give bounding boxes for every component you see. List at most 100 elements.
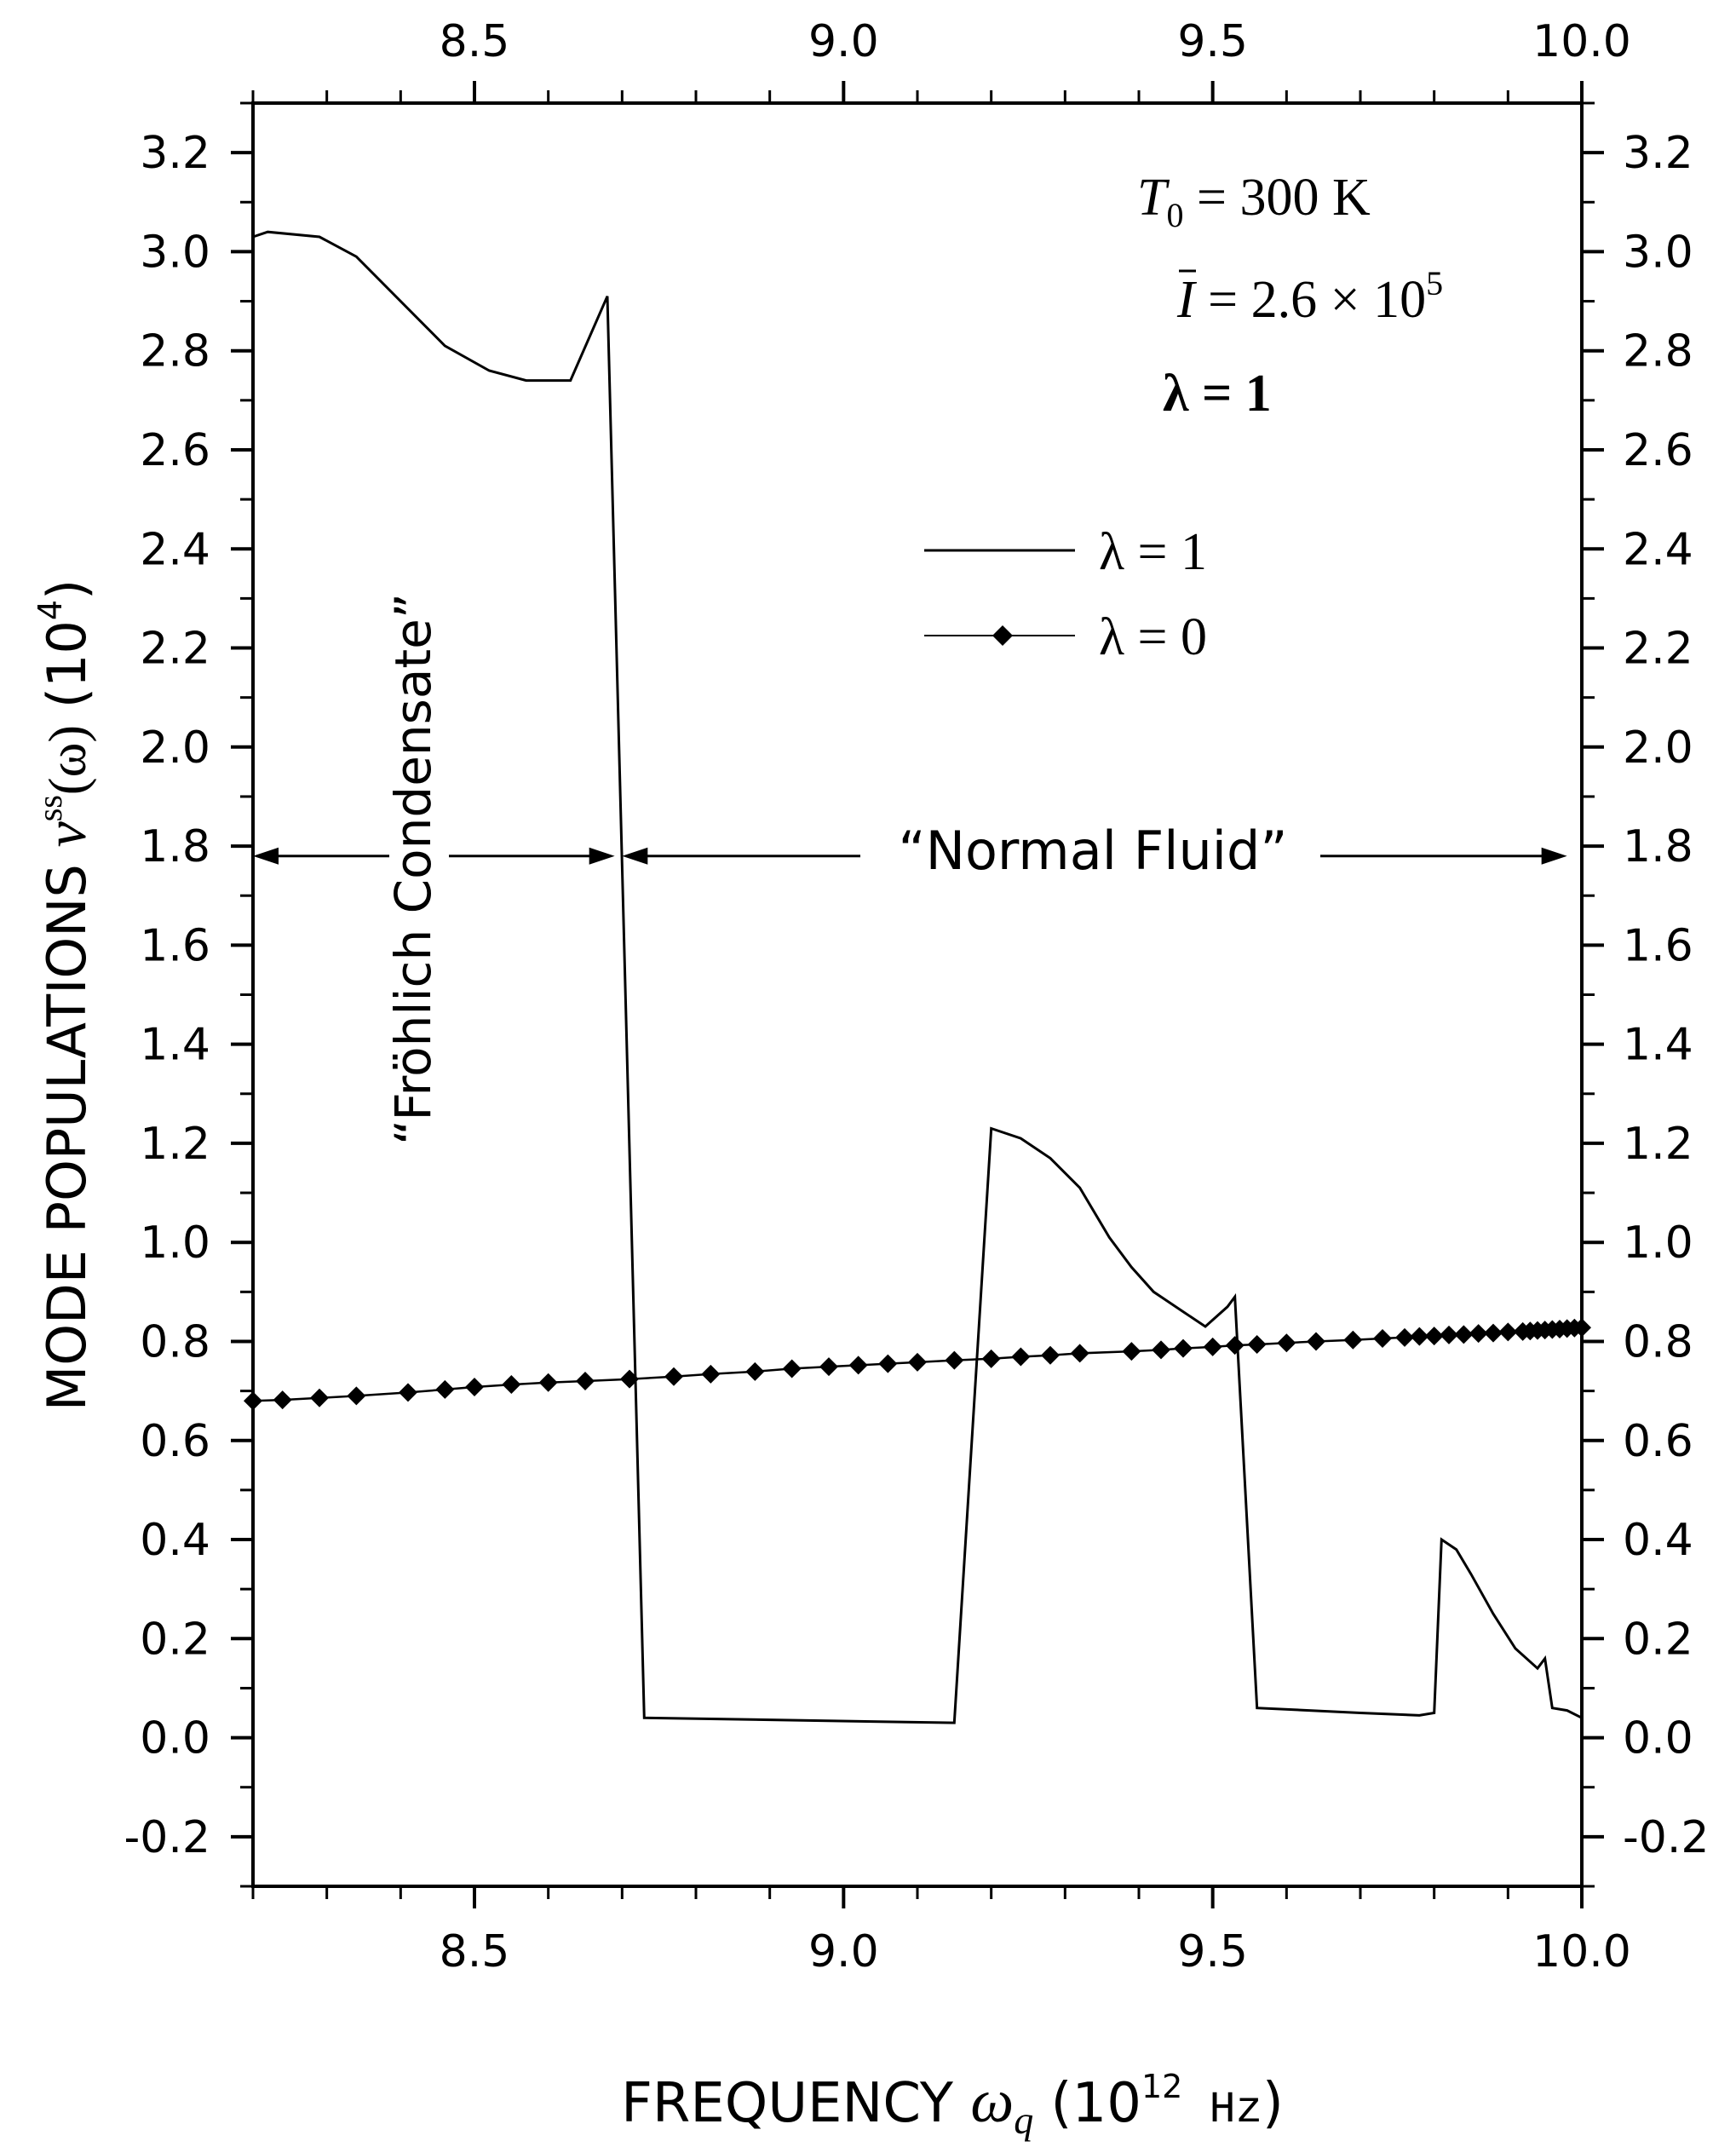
data-point-diamond: [576, 1371, 595, 1390]
data-point-diamond: [1484, 1323, 1503, 1343]
x-tick-label: 10.0: [1532, 1926, 1631, 1977]
data-point-diamond: [347, 1386, 366, 1406]
condensate-arrow-head-left: [253, 847, 279, 865]
axis-ticks: [231, 81, 1604, 1908]
data-point-diamond: [1373, 1328, 1392, 1348]
y-tick-label: 0.2: [140, 1614, 210, 1665]
data-point-diamond: [465, 1377, 484, 1396]
param-intensity: I = 2.6 × 105: [1176, 264, 1443, 329]
y-tick-label-right: 2.8: [1623, 326, 1693, 377]
axis-tick-labels: 8.5 8.5 9.0 9.0 9.5 9.5 10.0 10.0 -0.2 -0.2 0.0 0.0…: [124, 16, 1710, 1977]
y-tick-label: 0.4: [140, 1515, 210, 1566]
data-point-diamond: [1307, 1332, 1325, 1351]
y-axis-title-scale-sup: 4: [32, 600, 69, 620]
x-axis-title-scale: (10: [1033, 2072, 1141, 2135]
diamond-marker-icon: [992, 625, 1013, 646]
param-temperature: T0 = 300 K: [1137, 169, 1371, 234]
y-tick-label-right: -0.2: [1623, 1812, 1709, 1863]
data-point-diamond: [1440, 1325, 1458, 1344]
data-point-diamond: [1498, 1322, 1518, 1342]
x-tick-label-top: 9.5: [1177, 16, 1248, 67]
x-tick-label-top: 10.0: [1532, 16, 1631, 67]
y-tick-label: 3.2: [140, 128, 210, 179]
y-tick-label: 1.0: [140, 1217, 210, 1269]
y-tick-label-right: 0.8: [1623, 1316, 1693, 1367]
data-point-diamond: [620, 1369, 639, 1389]
normal-fluid-label-bg: [860, 816, 1320, 884]
y-tick-label: 1.8: [140, 821, 210, 872]
series-layer: [244, 230, 1591, 1724]
data-point-diamond: [1247, 1334, 1267, 1354]
x-axis-title-superscript: 12: [1141, 2068, 1182, 2105]
y-tick-label: 1.2: [140, 1119, 210, 1170]
y-tick-label-right: 0.4: [1623, 1515, 1693, 1566]
data-point-diamond: [244, 1391, 262, 1411]
data-point-diamond: [1152, 1340, 1170, 1360]
y-tick-label: 1.6: [140, 920, 210, 971]
y-axis-title-prefix: MODE POPULATIONS: [36, 847, 98, 1411]
y-tick-label: 1.4: [140, 1020, 210, 1071]
y-tick-label-right: 1.4: [1623, 1020, 1693, 1071]
data-point-diamond: [1041, 1345, 1060, 1365]
x-axis-title-prefix: FREQUENCY: [621, 2072, 970, 2135]
param-lambda: λ = 1: [1163, 365, 1272, 423]
data-point-diamond: [1277, 1333, 1296, 1353]
data-point-diamond: [1203, 1337, 1222, 1356]
y-tick-label-right: 2.4: [1623, 524, 1693, 575]
data-point-diamond: [1424, 1327, 1444, 1346]
y-tick-label: 2.6: [140, 425, 210, 476]
y-axis-title-symbol: ν: [33, 820, 98, 847]
data-point-diamond: [1011, 1347, 1031, 1367]
data-point-diamond: [848, 1356, 868, 1375]
normal-fluid-arrow-head-left: [622, 847, 648, 865]
y-tick-label-right: 1.8: [1623, 821, 1693, 872]
y-axis-title-scale-close: ): [36, 579, 98, 600]
y-axis-title-superscript: ss: [31, 795, 69, 821]
data-point-diamond: [399, 1383, 417, 1402]
legend-label-lambda-1: λ = 1: [1099, 523, 1207, 581]
condensate-label: “Fröhlich Condensate”: [384, 562, 449, 1176]
legend-label-lambda-0: λ = 0: [1099, 608, 1207, 666]
y-tick-label-right: 3.2: [1623, 128, 1693, 179]
y-tick-label: 0.8: [140, 1316, 210, 1367]
x-axis-title-close: ): [1262, 2072, 1284, 2135]
y-tick-label-right: 1.2: [1623, 1119, 1693, 1170]
x-tick-label: 9.5: [1177, 1926, 1248, 1977]
y-tick-label-right: 1.0: [1623, 1217, 1693, 1269]
y-tick-label: 0.6: [140, 1416, 210, 1467]
data-point-diamond: [1070, 1344, 1089, 1363]
y-tick-label: 2.2: [140, 624, 210, 675]
y-tick-label: 0.0: [140, 1713, 210, 1764]
x-tick-label-top: 8.5: [440, 16, 510, 67]
data-point-diamond: [1343, 1330, 1363, 1350]
y-tick-label-right: 2.6: [1623, 425, 1693, 476]
condensate-label-text: “Fröhlich Condensate”: [384, 593, 442, 1145]
y-tick-label-right: 2.0: [1623, 722, 1693, 774]
data-point-diamond: [273, 1390, 292, 1410]
x-tick-label: 9.0: [808, 1926, 879, 1977]
condensate-label-bg: [389, 562, 449, 1176]
y-axis-title-scale: (10: [36, 620, 98, 725]
x-axis-title: FREQUENCY ωq (1012 Hz): [621, 2067, 1284, 2142]
svg-text:MODE POPULATIONS νss(ω) (104): MODE POPULATIONS νss(ω) (104): [31, 579, 98, 1411]
y-tick-label-right: 1.6: [1623, 920, 1693, 971]
data-point-diamond: [1174, 1338, 1193, 1358]
condensate-arrow-head-right: [589, 847, 615, 865]
data-point-diamond: [502, 1375, 521, 1395]
data-point-diamond: [981, 1349, 1001, 1368]
x-axis-title-subscript: q: [1014, 2098, 1033, 2142]
data-point-diamond: [310, 1388, 329, 1407]
data-point-diamond: [945, 1350, 964, 1370]
y-tick-label: 2.4: [140, 524, 210, 575]
data-point-diamond: [1122, 1342, 1141, 1361]
y-tick-label-right: 2.2: [1623, 624, 1693, 675]
normal-fluid-label-text: “Normal Fluid”: [898, 820, 1287, 882]
y-tick-label-right: 0.0: [1623, 1713, 1693, 1764]
data-point-diamond: [819, 1357, 838, 1377]
x-tick-label: 8.5: [440, 1926, 510, 1977]
x-tick-label-top: 9.0: [808, 16, 879, 67]
plot-frame: [251, 101, 1584, 1888]
parameter-annotation: T0 = 300 K I = 2.6 × 105 λ = 1: [1137, 169, 1443, 423]
data-point-diamond: [745, 1361, 765, 1381]
